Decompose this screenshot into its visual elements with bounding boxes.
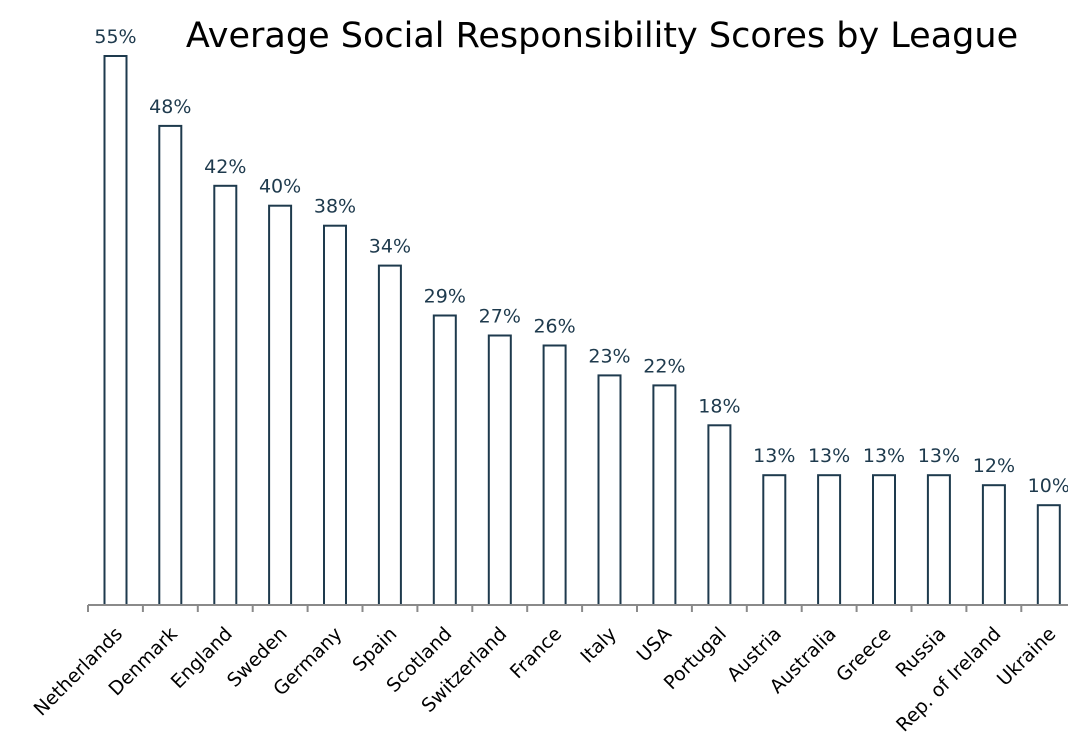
data-label-austria: 13%	[753, 445, 795, 467]
bar-germany	[323, 224, 347, 606]
x-axis	[87, 604, 1068, 612]
bar-scotland	[432, 314, 457, 606]
tick-label-spain: Spain	[348, 623, 401, 676]
data-label-france: 26%	[533, 316, 575, 338]
data-label-greece: 13%	[863, 445, 905, 467]
bar-austria	[762, 474, 787, 607]
bar-portugal	[707, 424, 732, 606]
bar-spain	[377, 264, 402, 606]
data-label-denmark: 48%	[149, 96, 191, 118]
bars-group	[103, 55, 1061, 607]
data-label-england: 42%	[204, 156, 246, 178]
data-label-ukraine: 10%	[1028, 475, 1068, 497]
bar-russia	[926, 474, 951, 607]
data-label-australia: 13%	[808, 445, 850, 467]
data-label-netherlands: 55%	[94, 26, 136, 48]
bar-italy	[597, 374, 622, 606]
data-label-scotland: 29%	[424, 286, 466, 308]
data-label-spain: 34%	[369, 236, 411, 258]
bar-australia	[817, 474, 842, 607]
bar-usa	[652, 384, 677, 606]
data-label-germany: 38%	[314, 196, 356, 218]
data-label-italy: 23%	[588, 345, 630, 367]
bar-sweden	[268, 204, 293, 606]
data-label-rep-of-ireland: 12%	[973, 455, 1015, 477]
tick-label-usa: USA	[633, 623, 676, 666]
tick-label-france: France	[506, 623, 566, 683]
chart-title: Average Social Responsibility Scores by …	[186, 16, 1018, 56]
bar-england	[213, 184, 238, 607]
tick-label-greece: Greece	[832, 623, 895, 686]
tick-label-italy: Italy	[576, 623, 621, 668]
data-label-portugal: 18%	[698, 395, 740, 417]
data-label-usa: 22%	[643, 355, 685, 377]
data-label-switzerland: 27%	[479, 306, 521, 328]
data-label-sweden: 40%	[259, 176, 301, 198]
data-label-russia: 13%	[918, 445, 960, 467]
tick-label-netherlands: Netherlands	[30, 623, 127, 720]
bar-ukraine	[1036, 504, 1061, 607]
bar-france	[542, 344, 567, 606]
bar-rep-of-ireland	[981, 484, 1006, 607]
bar-netherlands	[103, 55, 128, 606]
data-labels-group: 55% 48% 42% 40% 38% 34% 29% 27% 26% 23% 22% 18% 13% 1…	[94, 26, 1068, 497]
tick-label-england: England	[167, 623, 237, 693]
tick-label-ukraine: Ukraine	[993, 623, 1060, 690]
bar-denmark	[158, 124, 183, 607]
bar-switzerland	[487, 334, 512, 606]
bar-greece	[872, 474, 896, 607]
